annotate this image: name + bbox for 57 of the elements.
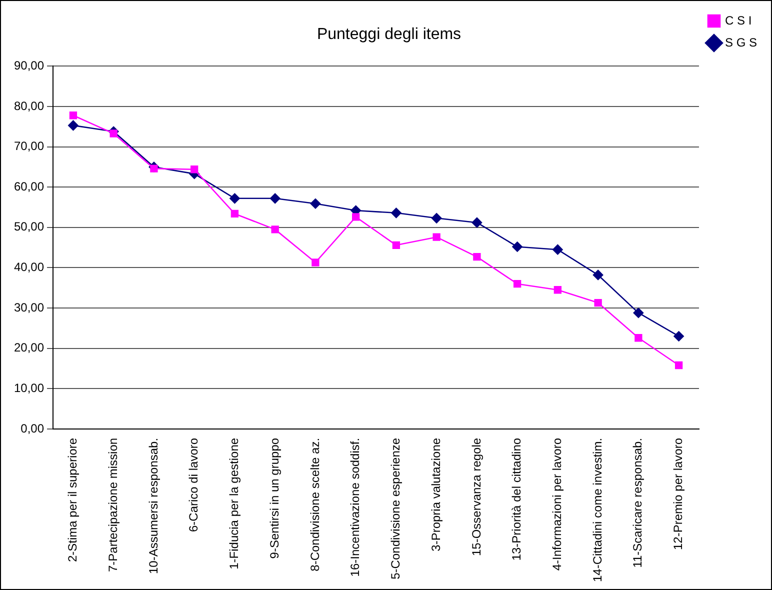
point xyxy=(68,120,78,131)
legend-label: S G S xyxy=(724,35,758,50)
point xyxy=(512,242,522,252)
point xyxy=(633,308,644,318)
y-tick-label: 30,00 xyxy=(14,300,44,314)
chart-title: Punteggi degli items xyxy=(316,26,462,44)
point xyxy=(352,213,360,221)
point xyxy=(473,253,481,261)
point xyxy=(554,286,562,294)
x-tick-label: 3-Propria valutazione xyxy=(428,438,443,552)
point xyxy=(271,226,279,234)
point xyxy=(634,334,642,342)
y-tick-label: 60,00 xyxy=(14,179,44,194)
x-tick-label: 10-Assumersi responsab. xyxy=(146,438,160,574)
point xyxy=(592,270,604,280)
x-tick-label: 1-Fiducia per la gestione xyxy=(227,438,242,570)
point xyxy=(674,331,684,342)
point xyxy=(391,208,402,218)
point xyxy=(513,280,522,288)
point xyxy=(110,130,118,138)
point xyxy=(190,166,198,174)
point xyxy=(230,193,240,204)
point xyxy=(472,217,482,228)
y-tick-label: 10,00 xyxy=(14,380,44,395)
x-tick-label: 16-Incentivazione soddisf. xyxy=(348,438,362,577)
y-tick-label: 20,00 xyxy=(14,340,44,355)
x-tick-label: 13-Priorità del cittadino xyxy=(510,438,524,561)
point xyxy=(431,213,442,224)
point xyxy=(552,244,563,255)
x-tick-label: 12-Premio per lavoro xyxy=(671,438,686,550)
y-tick-label: 40,00 xyxy=(14,260,44,274)
x-tick-label: 15-Osservanza regole xyxy=(469,438,484,556)
point xyxy=(270,193,280,204)
y-tick-label: 50,00 xyxy=(14,220,44,234)
x-tick-label: 14-Cittadini come investim. xyxy=(590,438,604,582)
legend-label: C S I xyxy=(724,13,752,28)
point xyxy=(674,361,683,370)
x-tick-label: 7-Partecipazione mission xyxy=(106,438,120,572)
point xyxy=(392,241,400,249)
y-tick-label: 80,00 xyxy=(14,98,44,113)
x-tick-label: 5-Condivisione esperienze xyxy=(388,438,403,580)
point xyxy=(310,198,321,209)
point xyxy=(230,210,239,218)
x-tick-label: 6-Carico di lavoro xyxy=(186,438,201,532)
x-tick-label: 9-Sentirsi in un gruppo xyxy=(267,438,282,559)
y-tick-label: 70,00 xyxy=(14,139,44,154)
point xyxy=(432,233,440,241)
point xyxy=(69,112,78,120)
y-tick-label: 90,00 xyxy=(14,58,44,73)
x-tick-label: 4-Informazioni per lavoro xyxy=(550,438,564,571)
x-tick-label: 11-Scaricare responsab. xyxy=(630,438,645,568)
point xyxy=(594,298,602,307)
y-tick-label: 0,00 xyxy=(20,421,44,436)
point xyxy=(312,258,320,266)
x-tick-label: 2-Stima per il superiore xyxy=(66,438,80,562)
x-tick-label: 8-Condivisione scelte az. xyxy=(308,438,322,572)
point xyxy=(150,164,158,172)
